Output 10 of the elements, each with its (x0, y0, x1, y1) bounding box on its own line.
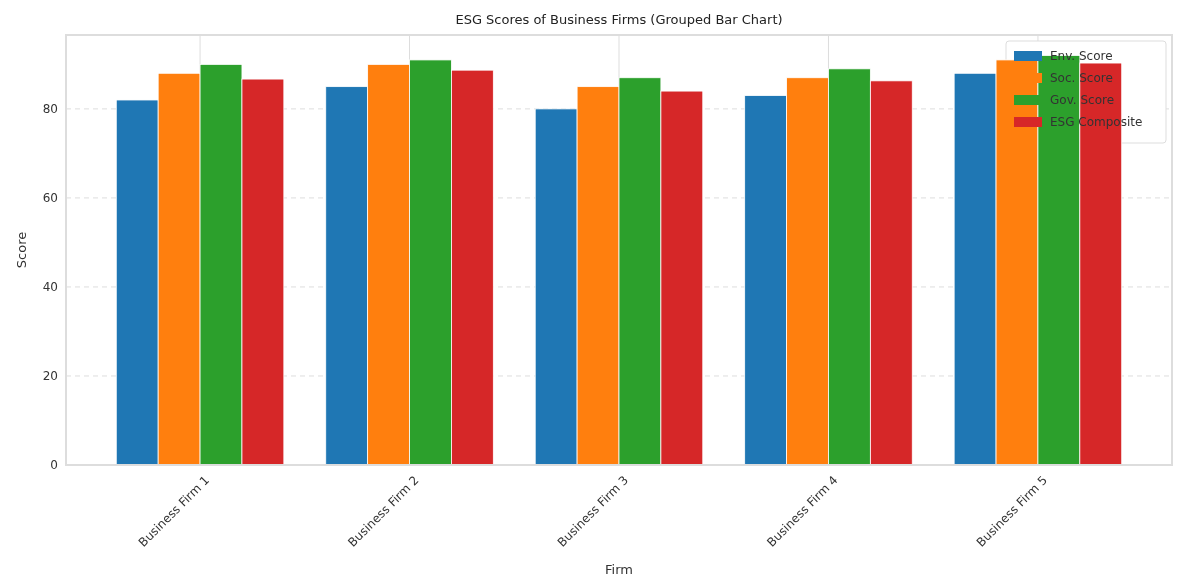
y-axis-title: Score (14, 231, 29, 269)
y-tick-label: 40 (42, 280, 58, 295)
y-tick-label: 80 (42, 102, 58, 117)
legend-label: Soc. Score (1050, 71, 1113, 86)
x-axis-title: Firm (605, 562, 633, 577)
y-tick-label: 60 (42, 191, 58, 206)
y-tick-label: 20 (42, 369, 58, 384)
legend-label: Gov. Score (1050, 93, 1115, 108)
y-tick-label: 0 (50, 458, 58, 473)
chart-title: ESG Scores of Business Firms (Grouped Bar Chart) (455, 12, 783, 27)
